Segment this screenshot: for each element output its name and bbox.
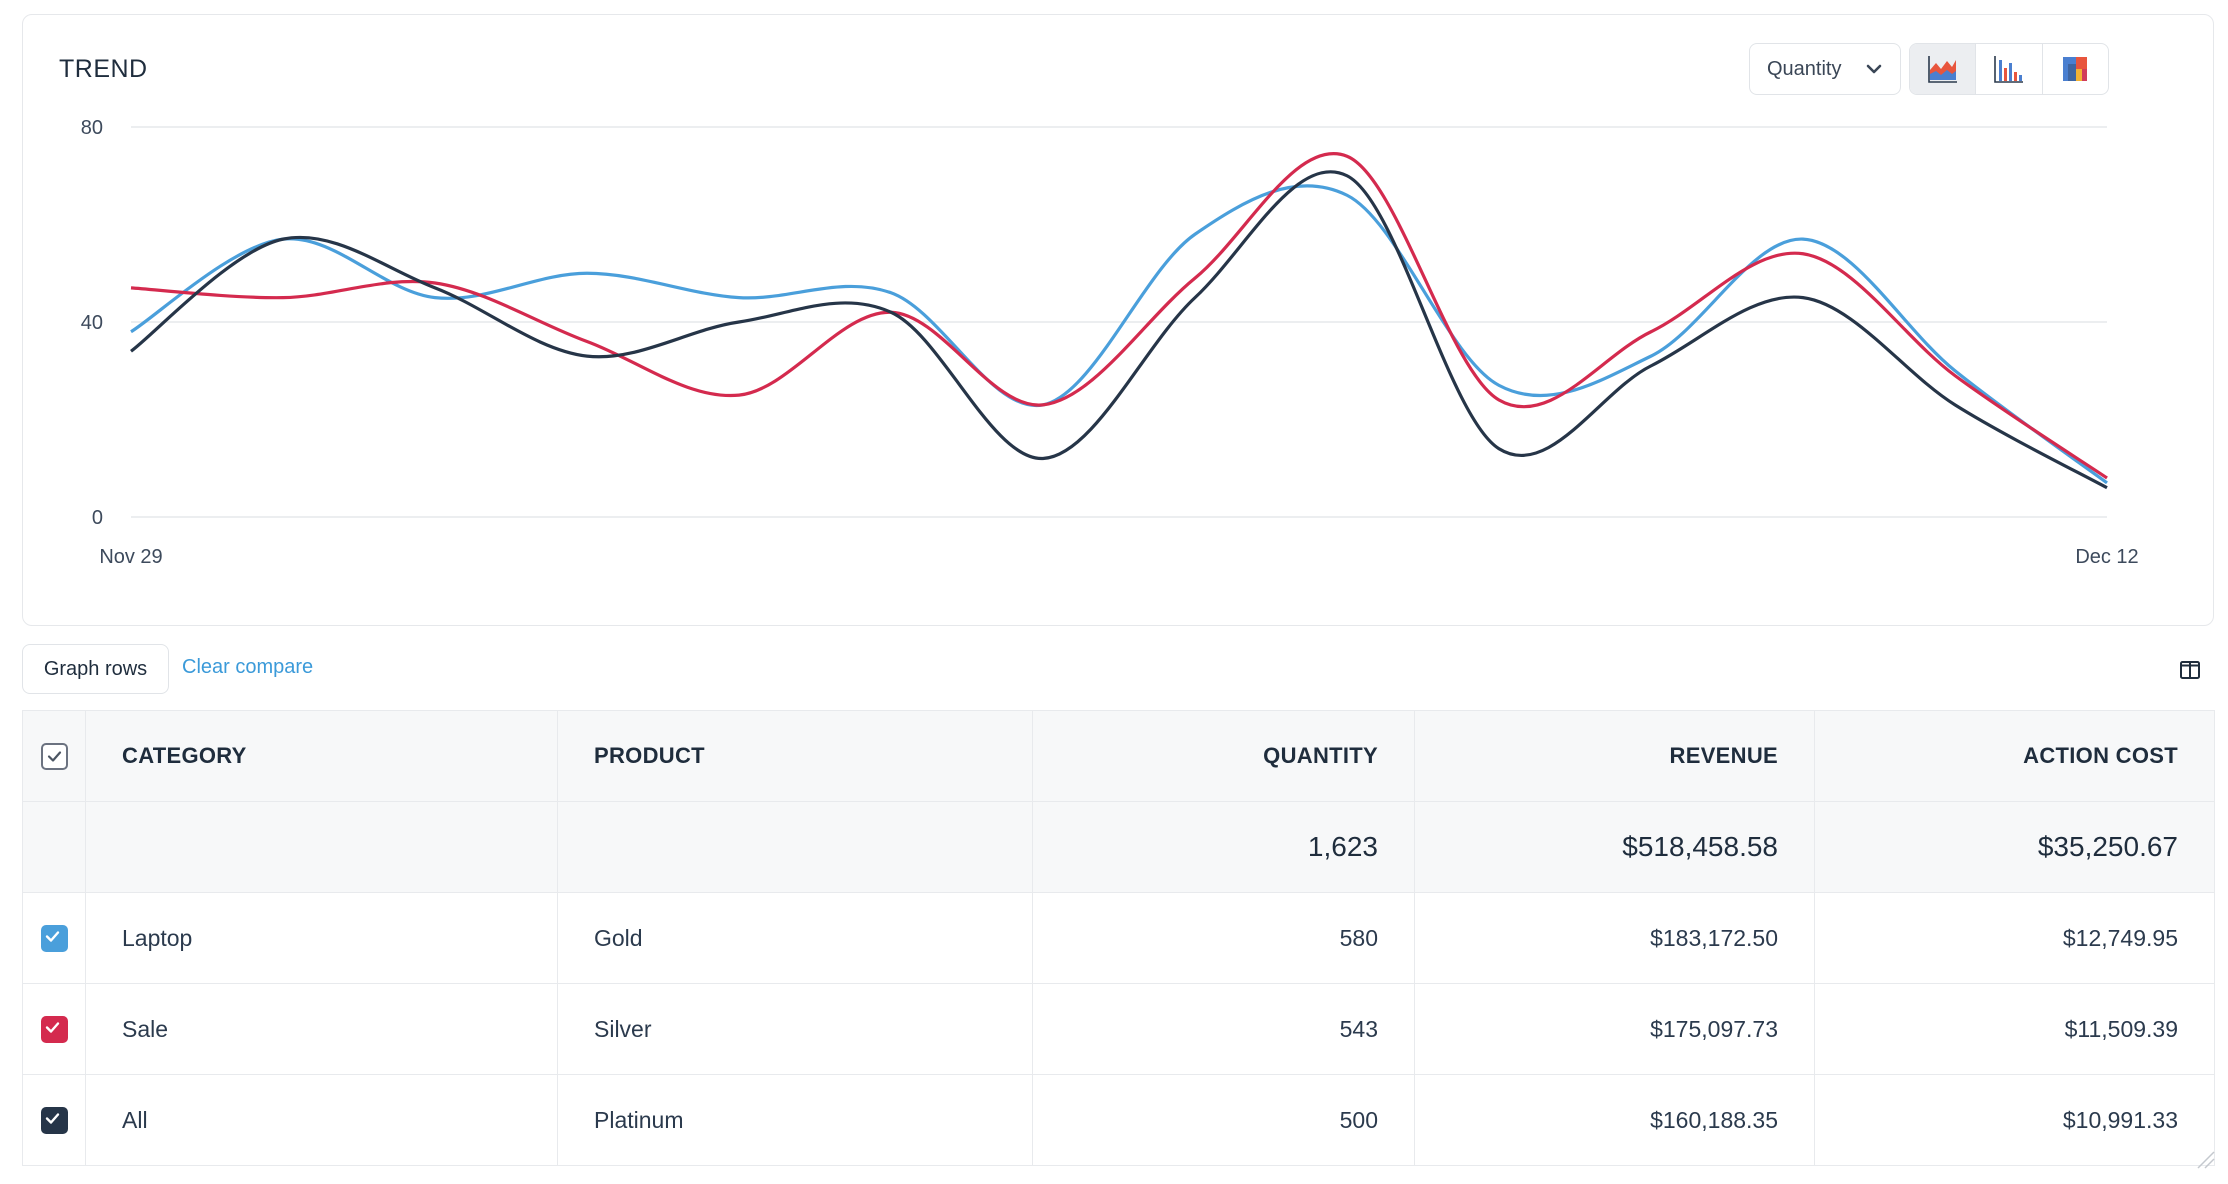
cell-quantity-link[interactable]: 500: [1032, 1074, 1415, 1166]
column-header-action-cost[interactable]: ACTION COST: [1814, 710, 2215, 802]
clear-compare-link[interactable]: Clear compare: [182, 656, 314, 678]
chart-view-toggle: [1909, 43, 2109, 95]
cell-revenue: $175,097.73: [1414, 983, 1815, 1075]
x-tick-label: Nov 29: [99, 546, 162, 568]
column-header-revenue[interactable]: REVENUE: [1414, 710, 1815, 802]
bar-chart-icon: [1994, 56, 2023, 83]
y-tick-label: 80: [81, 117, 103, 139]
cell-product: Platinum: [557, 1074, 1033, 1166]
trend-title: TREND: [59, 55, 148, 83]
series-line-2: [130, 152, 2108, 480]
data-table: CATEGORY PRODUCT QUANTITY REVENUE ACTION…: [22, 710, 2215, 1166]
check-icon: [47, 751, 61, 762]
row-checkbox[interactable]: [40, 925, 68, 953]
chart-series: [130, 152, 2108, 490]
cell-product: Gold: [557, 892, 1033, 984]
chart-grid: [131, 126, 2107, 518]
column-header-quantity[interactable]: QUANTITY: [1032, 710, 1415, 802]
table-header-row: CATEGORY PRODUCT QUANTITY REVENUE ACTION…: [22, 710, 2215, 802]
table-row: Sale Silver 543 $175,097.73 $11,509.39: [22, 983, 2215, 1075]
row-checkbox[interactable]: [40, 1016, 68, 1044]
totals-empty-cell: [557, 801, 1033, 893]
total-revenue: $518,458.58: [1414, 801, 1815, 893]
total-action-cost: $35,250.67: [1814, 801, 2215, 893]
row-select-cell: [22, 892, 86, 984]
check-icon: [45, 1022, 59, 1033]
treemap-icon: [2063, 57, 2088, 81]
check-icon: [45, 1113, 59, 1124]
totals-empty-cell: [85, 801, 558, 893]
trend-card: TREND Quantity: [22, 14, 2214, 626]
y-tick-label: 40: [81, 312, 103, 334]
y-axis-ticks: 80 40 0: [81, 117, 103, 529]
columns-icon[interactable]: [2178, 658, 2202, 682]
resize-handle-icon[interactable]: [2192, 1146, 2216, 1170]
cell-revenue: $160,188.35: [1414, 1074, 1815, 1166]
bar-chart-view-button[interactable]: [1976, 44, 2043, 94]
column-header-category[interactable]: CATEGORY: [85, 710, 558, 802]
cell-category: All: [85, 1074, 558, 1166]
row-checkbox[interactable]: [40, 1107, 68, 1135]
table-row: All Platinum 500 $160,188.35 $10,991.33: [22, 1074, 2215, 1166]
cell-action-cost: $12,749.95: [1814, 892, 2215, 984]
table-row: Laptop Gold 580 $183,172.50 $12,749.95: [22, 892, 2215, 984]
total-quantity: 1,623: [1032, 801, 1415, 893]
y-tick-label: 0: [92, 507, 103, 529]
series-line-1: [130, 184, 2108, 485]
column-header-product[interactable]: PRODUCT: [557, 710, 1033, 802]
area-chart-icon: [1927, 56, 1957, 83]
cell-action-cost: $10,991.33: [1814, 1074, 2215, 1166]
select-all-checkbox[interactable]: [40, 742, 68, 770]
check-icon: [45, 931, 59, 942]
cell-quantity-link[interactable]: 580: [1032, 892, 1415, 984]
row-select-cell: [22, 983, 86, 1075]
totals-empty-cell: [22, 801, 86, 893]
series-line-3: [130, 170, 2108, 490]
cell-product: Silver: [557, 983, 1033, 1075]
cell-revenue: $183,172.50: [1414, 892, 1815, 984]
graph-rows-button[interactable]: Graph rows: [22, 644, 169, 694]
area-chart-view-button[interactable]: [1910, 44, 1977, 94]
cell-quantity-link[interactable]: 543: [1032, 983, 1415, 1075]
trend-chart: 80 40 0 Nov 29 Dec 12: [81, 117, 2139, 568]
select-all-cell: [22, 710, 86, 802]
cell-category: Laptop: [85, 892, 558, 984]
totals-row: 1,623 $518,458.58 $35,250.67: [22, 801, 2215, 893]
metric-select[interactable]: Quantity: [1749, 43, 1901, 95]
cell-category: Sale: [85, 983, 558, 1075]
cell-action-cost: $11,509.39: [1814, 983, 2215, 1075]
chevron-down-icon: [1866, 64, 1882, 74]
metric-select-value: Quantity: [1767, 57, 1842, 80]
treemap-view-button[interactable]: [2043, 44, 2108, 94]
row-select-cell: [22, 1074, 86, 1166]
x-axis-ticks: Nov 29 Dec 12: [99, 546, 2138, 568]
x-tick-label: Dec 12: [2075, 546, 2138, 568]
